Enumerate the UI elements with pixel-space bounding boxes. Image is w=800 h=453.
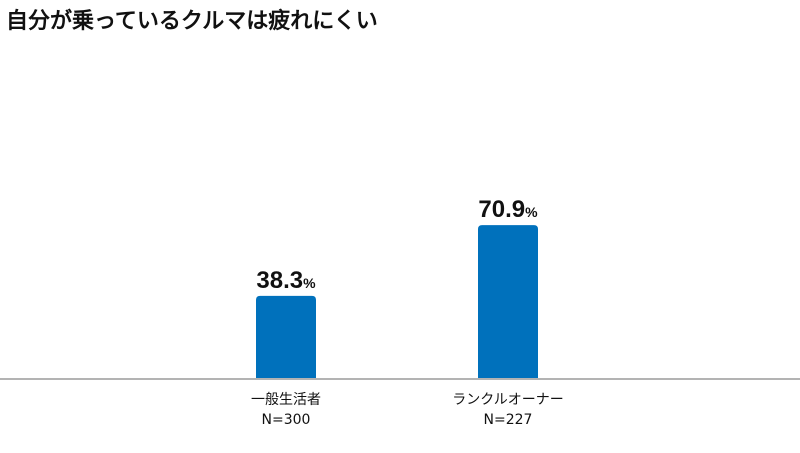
data-label-1: 38.3%	[256, 267, 316, 294]
bar-2	[478, 225, 538, 379]
data-label-2: 70.9%	[478, 196, 538, 223]
data-label-value: 70.9	[478, 196, 525, 223]
category-label-1: 一般生活者	[251, 392, 321, 408]
category-label-2: ランクルオーナー	[452, 392, 564, 408]
bars-group	[256, 225, 538, 379]
data-label-unit: %	[303, 275, 316, 291]
data-label-value: 38.3	[256, 267, 303, 294]
bar-1	[256, 295, 316, 379]
labels-group: 38.3% 一般生活者 N=300 70.9% ランクルオーナー N=227	[251, 196, 564, 428]
chart-title: 自分が乗っているクルマは疲れにくい	[6, 9, 378, 34]
data-label-unit: %	[525, 204, 538, 220]
sample-size-label-2: N=227	[484, 412, 533, 428]
sample-size-label-1: N=300	[262, 412, 311, 428]
